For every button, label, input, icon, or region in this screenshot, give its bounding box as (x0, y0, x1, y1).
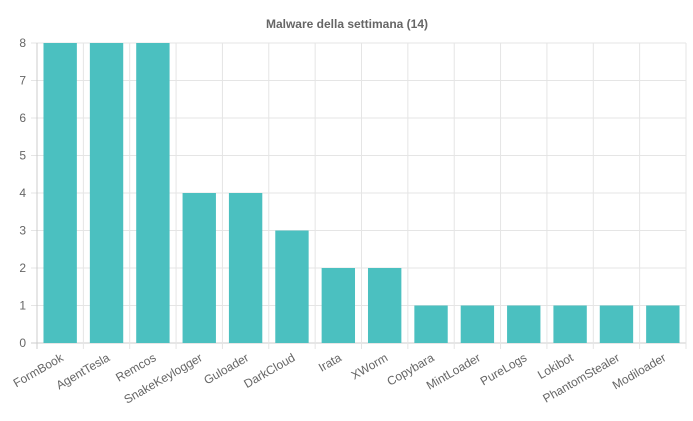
gridlines (31, 42, 687, 349)
bars (43, 43, 680, 343)
x-tick-label: Irata (316, 350, 344, 374)
x-tick-label: SnakeKeylogger (121, 350, 204, 406)
bar (414, 305, 448, 343)
y-tick-label: 0 (19, 336, 26, 350)
bar (460, 305, 495, 343)
bar (182, 193, 216, 343)
x-tick-label: PureLogs (478, 350, 529, 388)
bar (367, 268, 402, 343)
bar (136, 43, 170, 343)
x-tick-label: AgentTesla (54, 350, 113, 392)
y-tick-label: 8 (19, 36, 26, 50)
bar (599, 305, 634, 343)
y-tick-label: 6 (19, 111, 26, 125)
y-tick-label: 2 (19, 261, 26, 275)
x-tick-label: Modiloader (610, 350, 668, 392)
bar (553, 305, 587, 343)
bar (89, 43, 124, 343)
y-tick-label: 1 (19, 299, 26, 313)
bar (646, 305, 680, 343)
y-tick-label: 3 (19, 224, 26, 238)
bar (507, 305, 541, 343)
x-tick-label: DarkCloud (241, 350, 297, 390)
y-axis-ticks: 0 1 2 3 4 5 6 7 8 (19, 36, 26, 350)
x-tick-label: XWorm (349, 350, 390, 382)
bar (275, 230, 309, 343)
bar (228, 193, 263, 343)
bar (321, 268, 356, 343)
y-tick-label: 5 (19, 149, 26, 163)
chart-title: Malware della settimana (14) (266, 17, 428, 31)
y-tick-label: 7 (19, 74, 26, 88)
y-tick-label: 4 (19, 186, 26, 200)
bar (43, 43, 77, 343)
